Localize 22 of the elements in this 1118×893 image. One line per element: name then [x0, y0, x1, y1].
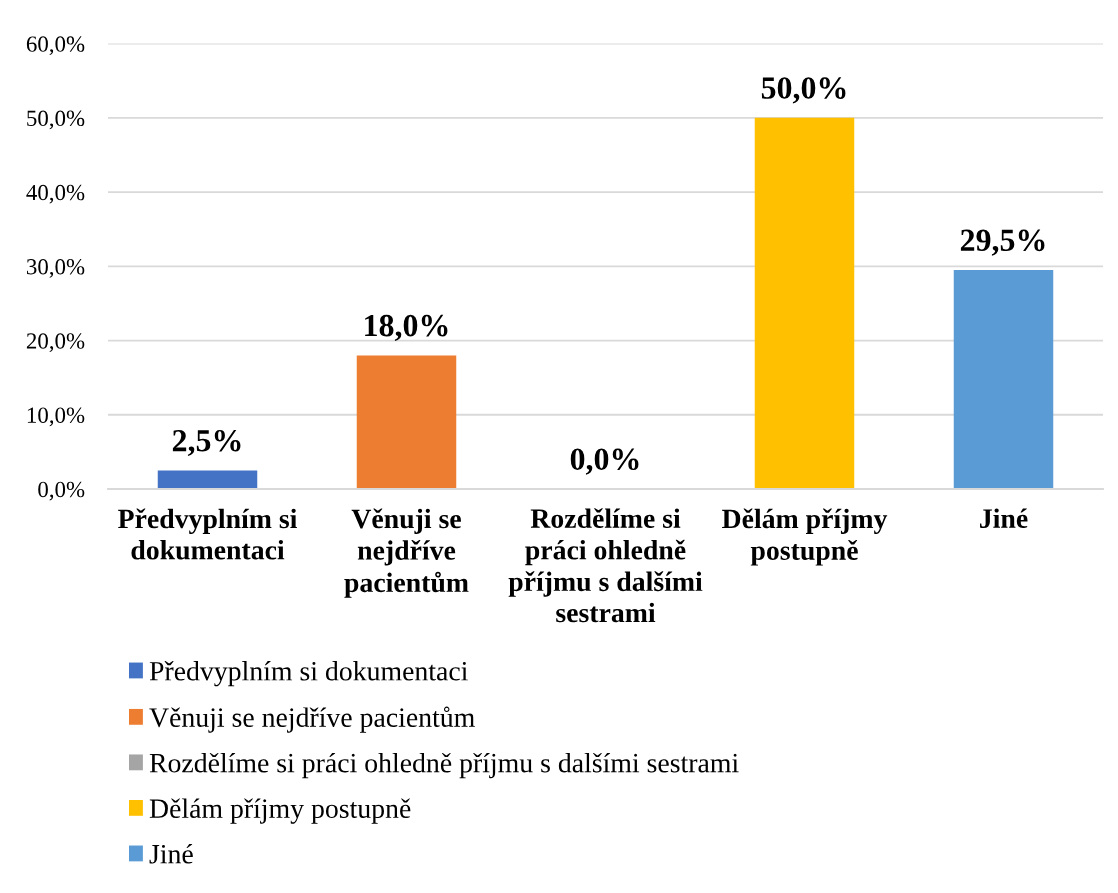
- data-label: 2,5%: [172, 429, 241, 457]
- y-tick-label: 30,0%: [26, 259, 85, 278]
- x-tick-label: Rozdělíme si práci ohledně příjmu s dalšími sestrami: [508, 508, 703, 623]
- y-tick-label: 40,0%: [26, 184, 85, 204]
- y-tick-label: 60,0%: [26, 36, 85, 56]
- legend-label: Jiné: [149, 843, 193, 864]
- data-label: 18,0%: [365, 314, 448, 342]
- y-tick-label: 0,0%: [38, 481, 85, 501]
- y-tick-label: 10,0%: [27, 407, 85, 427]
- data-label: 0,0%: [570, 448, 639, 475]
- x-tick-label: Předvyplním si dokumentaci: [118, 508, 297, 560]
- data-label: 50,0%: [761, 77, 846, 104]
- legend-label: Věnuji se nejdříve pacientům: [149, 706, 475, 733]
- x-tick-label: Věnuji se nejdříve pacientům: [344, 508, 469, 598]
- legend-label: Předvyplním si dokumentaci: [149, 661, 468, 687]
- x-tick-label: Dělám příjmy postupně: [722, 508, 888, 566]
- x-tick-label: Jiné: [980, 508, 1028, 528]
- y-tick-label: 50,0%: [27, 110, 85, 130]
- legend-label: Rozdělíme si práci ohledně příjmu s dalšími sestrami: [149, 752, 739, 779]
- data-label: 29,5%: [960, 229, 1045, 256]
- legend-label: Dělám příjmy postupně: [149, 798, 411, 824]
- y-tick-label: 20,0%: [26, 333, 85, 353]
